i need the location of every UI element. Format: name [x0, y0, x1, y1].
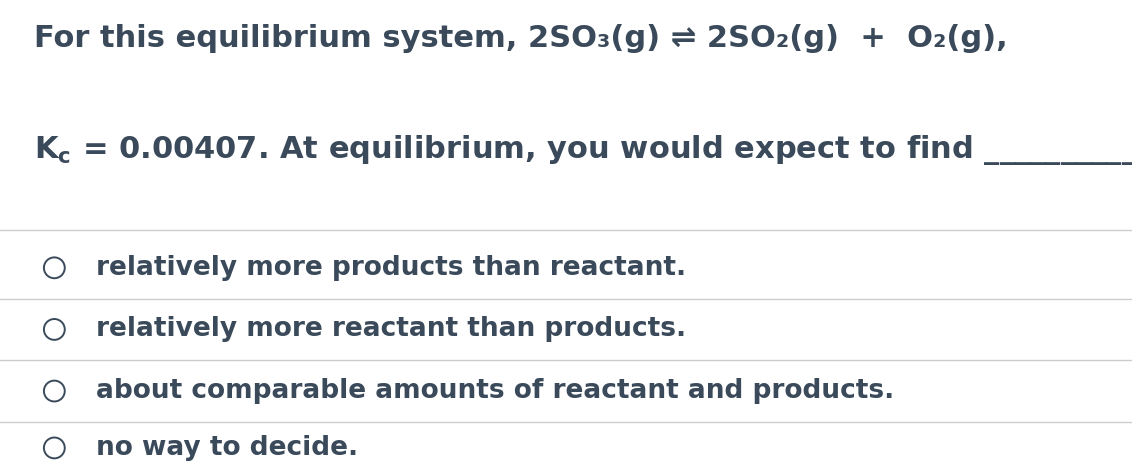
- Text: no way to decide.: no way to decide.: [96, 435, 359, 461]
- Text: For this equilibrium system, 2SO₃(g) ⇌ 2SO₂(g)  +  O₂(g),: For this equilibrium system, 2SO₃(g) ⇌ 2…: [34, 24, 1007, 53]
- Text: relatively more reactant than products.: relatively more reactant than products.: [96, 317, 686, 342]
- Text: relatively more products than reactant.: relatively more products than reactant.: [96, 255, 686, 281]
- Text: $\mathregular{K_c}$ = 0.00407. At equilibrium, you would expect to find ________: $\mathregular{K_c}$ = 0.00407. At equili…: [34, 133, 1132, 167]
- Text: about comparable amounts of reactant and products.: about comparable amounts of reactant and…: [96, 378, 894, 404]
